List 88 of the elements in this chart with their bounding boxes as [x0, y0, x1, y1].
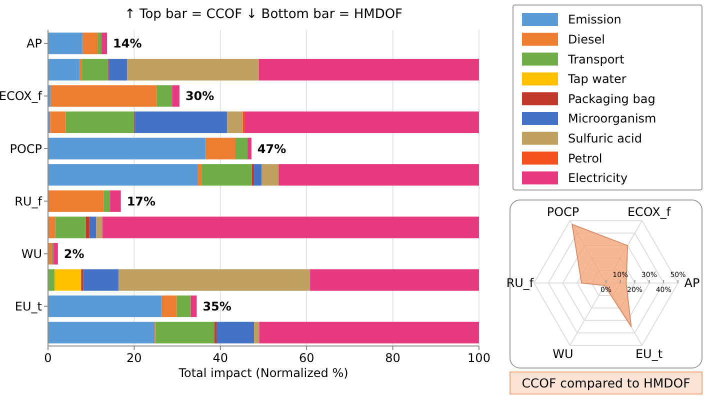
- total-label: 47%: [257, 142, 286, 156]
- bar: [198, 164, 202, 186]
- bar: [80, 58, 82, 80]
- legend-label: Transport: [567, 52, 625, 66]
- bar: [310, 269, 479, 291]
- legend-label: Tap water: [567, 72, 626, 86]
- bar: [98, 32, 102, 54]
- spoke-label: AP: [684, 276, 700, 290]
- bar: [48, 138, 206, 160]
- spoke-label: RU_f: [506, 276, 534, 290]
- bar: [48, 58, 80, 80]
- bar: [48, 296, 162, 318]
- bar: [48, 322, 154, 344]
- bar: [214, 322, 217, 344]
- bar: [50, 112, 66, 134]
- bar: [101, 32, 108, 54]
- bar: [48, 269, 54, 291]
- bar: [53, 242, 58, 264]
- bar: [252, 164, 254, 186]
- bar: [48, 32, 83, 54]
- bar: [104, 190, 110, 212]
- y-tick-label: AP: [26, 36, 42, 51]
- bar: [254, 322, 260, 344]
- bar: [50, 85, 157, 107]
- bar: [156, 322, 214, 344]
- bar: [244, 112, 479, 134]
- bar: [48, 190, 104, 212]
- bar: [82, 32, 98, 54]
- x-tick-label: 40: [212, 351, 228, 365]
- bar: [248, 138, 252, 160]
- bar: [227, 112, 243, 134]
- bar: [235, 138, 248, 160]
- bar: [127, 58, 259, 80]
- chart-title: ↑ Top bar = CCOF ↓ Bottom bar = HMDOF: [124, 7, 403, 22]
- bar: [66, 112, 134, 134]
- bar: [102, 216, 479, 238]
- legend-label: Electricity: [568, 171, 628, 186]
- bar: [110, 190, 121, 212]
- bar: [55, 216, 86, 238]
- bar: [262, 164, 279, 186]
- y-tick-label: POCP: [10, 142, 42, 156]
- bar: [216, 322, 254, 344]
- x-tick-label: 100: [468, 351, 490, 365]
- x-tick-label: 80: [385, 351, 400, 365]
- legend-label: Sulfuric acid: [568, 132, 642, 146]
- y-tick-label: ECOX_f: [0, 89, 43, 104]
- legend-label: Microorganism: [568, 112, 656, 126]
- x-tick-label: 20: [126, 351, 142, 365]
- spoke-label: WU: [552, 347, 574, 362]
- bar: [254, 164, 262, 186]
- y-tick-label: EU_t: [14, 300, 42, 314]
- spoke-label: POCP: [546, 205, 580, 220]
- bar: [54, 269, 82, 291]
- bar: [82, 58, 108, 80]
- y-tick-label: WU: [21, 246, 42, 261]
- total-label: 30%: [185, 89, 214, 104]
- bar: [48, 164, 198, 186]
- legend-label: Emission: [568, 12, 622, 27]
- x-axis-title: Total impact (Normalized %): [178, 366, 348, 380]
- y-tick-label: RU_f: [14, 194, 43, 208]
- legend-label: Petrol: [568, 151, 602, 166]
- legend-label: Packaging bag: [568, 92, 656, 106]
- bar: [48, 216, 56, 238]
- legend-label: Diesel: [568, 32, 605, 46]
- bar: [118, 269, 310, 291]
- bar: [278, 164, 479, 186]
- total-label: 2%: [64, 246, 84, 261]
- bar: [86, 216, 90, 238]
- bar: [190, 296, 197, 318]
- bar: [108, 58, 128, 80]
- bar: [135, 112, 228, 134]
- bar: [162, 296, 177, 318]
- total-label: 35%: [202, 300, 232, 314]
- bar: [83, 269, 119, 291]
- bar: [96, 216, 102, 238]
- x-tick-label: 60: [298, 351, 314, 365]
- bar: [172, 85, 180, 107]
- total-label: 14%: [113, 36, 142, 51]
- bar: [90, 216, 96, 238]
- bar: [259, 322, 479, 344]
- x-tick-label: 0: [44, 351, 52, 365]
- text: CCOF compared to HMDOF: [522, 375, 690, 390]
- bar: [206, 138, 236, 160]
- bar: [156, 85, 172, 107]
- total-label: 17%: [126, 194, 156, 208]
- bar: [258, 58, 479, 80]
- bar: [201, 164, 252, 186]
- bar: [176, 296, 191, 318]
